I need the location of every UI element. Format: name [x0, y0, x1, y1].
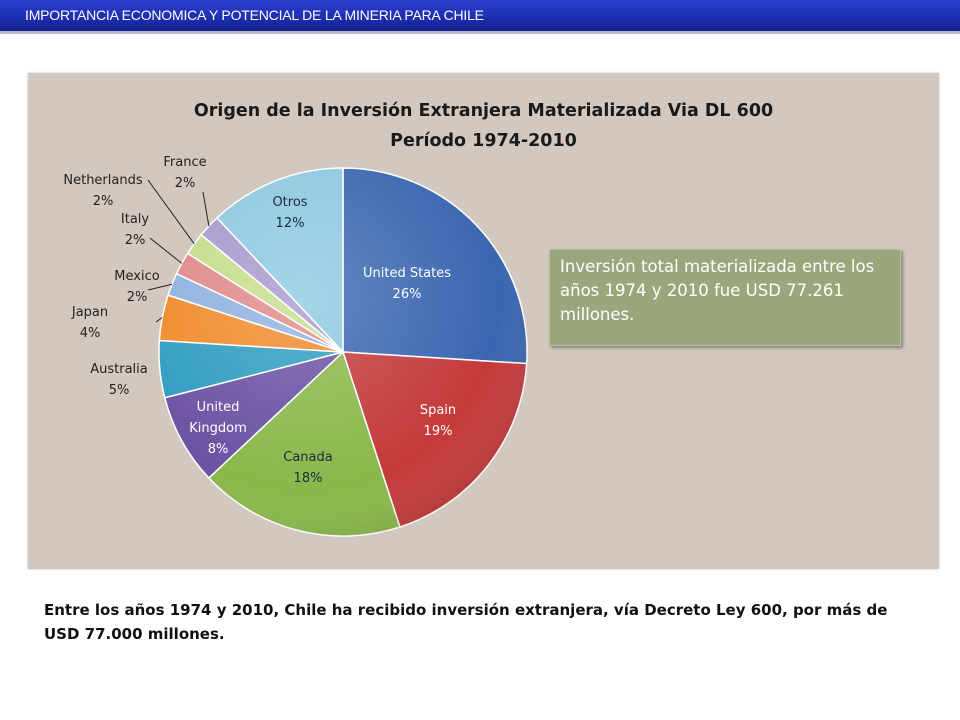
- slice-name: Netherlands: [63, 173, 143, 188]
- slice-label-italy: Italy 2%: [114, 209, 156, 251]
- slice-label-netherlands: Netherlands 2%: [54, 170, 152, 212]
- note-text: Inversión total materializada entre los …: [560, 257, 875, 324]
- leader-line-france: [202, 191, 210, 227]
- slice-name: France: [163, 155, 207, 170]
- chart-title-block: Origen de la Inversión Extranjera Materi…: [28, 96, 939, 156]
- slice-pct: 4%: [79, 326, 101, 341]
- slice-pct: 2%: [174, 176, 196, 191]
- slice-label-otros: Otros 12%: [260, 192, 320, 234]
- slice-pct: 8%: [207, 442, 229, 457]
- slice-label-mexico: Mexico 2%: [106, 266, 168, 308]
- slice-name-line2: Kingdom: [189, 421, 247, 436]
- leader-line-netherlands: [147, 179, 195, 245]
- slice-pct: 12%: [275, 216, 305, 231]
- slice-pct: 2%: [126, 290, 148, 305]
- chart-subtitle: Período 1974-2010: [390, 131, 577, 151]
- slice-name: Japan: [71, 305, 109, 320]
- slice-name: Spain: [419, 403, 457, 418]
- slice-label-spain: Spain 19%: [405, 400, 471, 442]
- slice-label-united-states: United States 26%: [352, 263, 462, 305]
- slice-pct: 2%: [92, 194, 114, 209]
- slice-name: Italy: [120, 212, 150, 227]
- leader-line-mexico: [147, 283, 173, 291]
- slice-pct: 19%: [423, 424, 453, 439]
- slice-name: Australia: [90, 362, 148, 377]
- leader-line-italy: [149, 237, 183, 264]
- header-underline: [0, 31, 960, 34]
- slice-pct: 26%: [392, 287, 422, 302]
- slice-name: Otros: [272, 195, 308, 210]
- slice-pct: 2%: [124, 233, 146, 248]
- slice-label-canada: Canada 18%: [273, 447, 343, 489]
- caption-text: Entre los años 1974 y 2010, Chile ha rec…: [44, 601, 888, 643]
- slice-pct: 18%: [293, 471, 323, 486]
- slice-name-line1: United: [196, 400, 240, 415]
- header-bar: [0, 0, 960, 34]
- slice-name: Mexico: [114, 269, 160, 284]
- slice-pct: 5%: [108, 383, 130, 398]
- slice-name: United States: [362, 266, 452, 281]
- slice-label-japan: Japan 4%: [64, 302, 116, 344]
- slice-label-australia: Australia 5%: [82, 359, 156, 401]
- slice-label-france: France 2%: [156, 152, 214, 194]
- chart-title: Origen de la Inversión Extranjera Materi…: [193, 101, 774, 121]
- leader-line-japan: [155, 317, 163, 323]
- note-box: [549, 249, 901, 346]
- header-title: IMPORTANCIA ECONOMICA Y POTENCIAL DE LA …: [25, 7, 484, 23]
- slice-label-united-kingdom: United Kingdom 8%: [176, 397, 260, 460]
- slice-name: Canada: [283, 450, 333, 465]
